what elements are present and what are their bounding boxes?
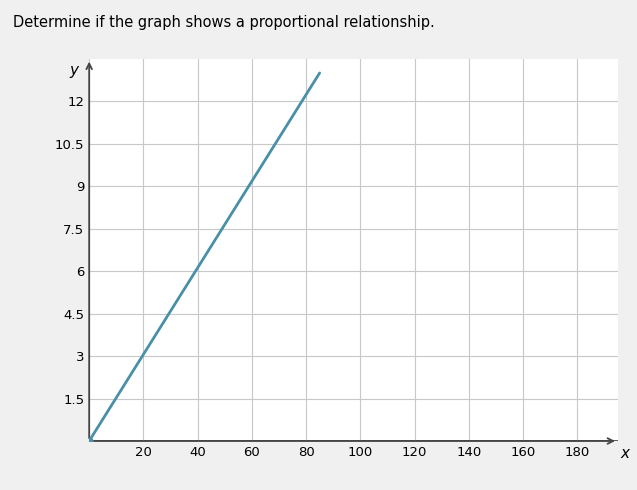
Text: x: x bbox=[620, 446, 629, 461]
Text: Determine if the graph shows a proportional relationship.: Determine if the graph shows a proportio… bbox=[13, 15, 434, 30]
Text: y: y bbox=[69, 63, 78, 77]
